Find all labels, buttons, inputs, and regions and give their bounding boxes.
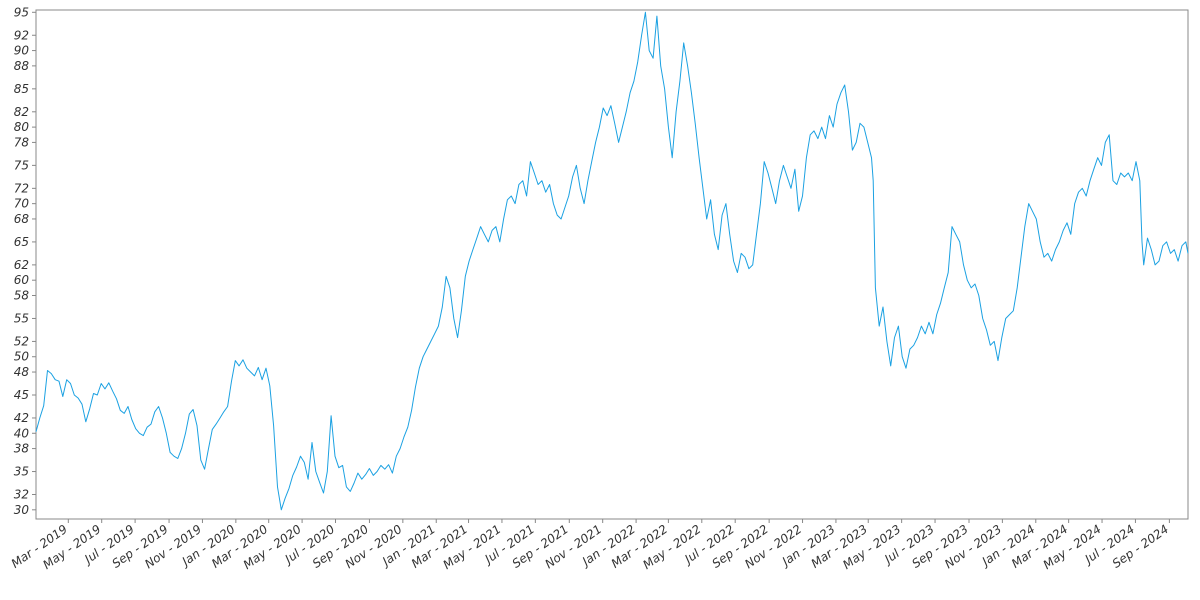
y-tick-label: 92 bbox=[14, 28, 29, 42]
series-layer bbox=[35, 11, 1189, 511]
y-tick-label: 85 bbox=[14, 82, 29, 96]
y-tick-label: 58 bbox=[14, 288, 30, 302]
y-tick-label: 75 bbox=[14, 158, 29, 172]
series-line bbox=[35, 11, 1189, 511]
y-tick-label: 52 bbox=[14, 334, 29, 348]
y-tick-label: 48 bbox=[14, 365, 30, 379]
y-tick-label: 35 bbox=[14, 465, 29, 479]
y-tick-label: 32 bbox=[14, 488, 29, 502]
y-tick-label: 68 bbox=[14, 212, 30, 226]
y-tick-label: 62 bbox=[14, 258, 29, 272]
y-tick-label: 42 bbox=[14, 411, 29, 425]
y-tick-label: 90 bbox=[14, 44, 30, 58]
y-tick-label: 88 bbox=[14, 59, 30, 73]
y-tick-label: 50 bbox=[14, 350, 30, 364]
y-tick-label: 60 bbox=[14, 273, 30, 287]
y-tick-label: 80 bbox=[14, 120, 30, 134]
y-tick-label: 70 bbox=[14, 197, 30, 211]
y-tick-label: 82 bbox=[14, 105, 29, 119]
y-tick-label: 40 bbox=[14, 426, 30, 440]
y-tick-label: 65 bbox=[14, 235, 29, 249]
y-tick-label: 78 bbox=[14, 135, 30, 149]
y-tick-label: 38 bbox=[14, 442, 30, 456]
y-tick-label: 72 bbox=[14, 181, 29, 195]
y-tick-label: 95 bbox=[14, 5, 29, 19]
plot-area bbox=[35, 9, 1189, 520]
y-tick-label: 45 bbox=[14, 388, 29, 402]
y-tick-label: 55 bbox=[14, 311, 29, 325]
y-tick-label: 30 bbox=[14, 503, 30, 517]
